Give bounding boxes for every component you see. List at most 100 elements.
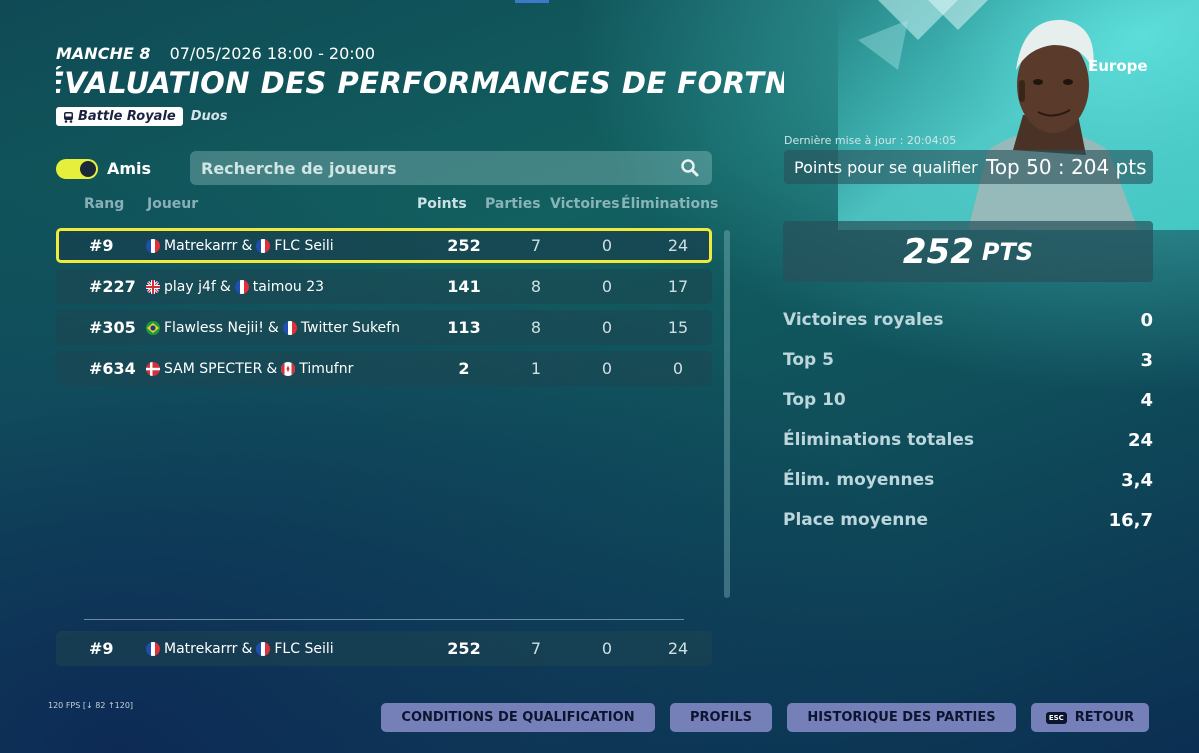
ampersand: & xyxy=(219,278,231,295)
row-games: 8 xyxy=(530,318,542,337)
qualification-conditions-button[interactable]: CONDITIONS DE QUALIFICATION xyxy=(381,703,655,732)
col-points: Points xyxy=(417,196,467,212)
row-elims: 0 xyxy=(672,359,684,378)
flag-icon xyxy=(256,238,271,253)
round-datetime: 07/05/2026 18:00 - 20:00 xyxy=(169,44,376,63)
col-player: Joueur xyxy=(147,196,199,212)
row-wins: 0 xyxy=(601,277,613,296)
stat-label: Victoires royales xyxy=(783,310,944,330)
region-label: Europe xyxy=(1088,57,1148,75)
row-rank: #634 xyxy=(89,359,136,378)
player-one-name: Matrekarrr xyxy=(164,237,238,254)
stat-label: Éliminations totales xyxy=(783,430,975,450)
row-points: 141 xyxy=(447,277,481,296)
leaderboard-scrollbar[interactable] xyxy=(724,230,730,598)
row-wins: 0 xyxy=(601,359,613,378)
search-placeholder: Recherche de joueurs xyxy=(201,159,397,178)
flag-icon xyxy=(146,238,160,253)
player-two-name: FLC Seili xyxy=(274,237,334,254)
row-wins: 0 xyxy=(601,318,613,337)
ampersand: & xyxy=(241,640,253,657)
mode-row: Battle Royale Duos xyxy=(56,107,227,126)
back-button[interactable]: ESC RETOUR xyxy=(1031,703,1149,732)
last-updated: Dernière mise à jour : 20:04:05 xyxy=(784,134,957,147)
match-history-label: HISTORIQUE DES PARTIES xyxy=(807,710,996,725)
col-games: Parties xyxy=(485,196,541,212)
points-box xyxy=(783,221,1153,282)
own-team-row[interactable]: #9 Matrekarrr & FLC Seili 252 7 0 24 xyxy=(56,631,712,666)
flag-icon xyxy=(282,320,297,335)
row-rank: #305 xyxy=(89,318,136,337)
battle-bus-icon xyxy=(64,111,73,123)
leaderboard-row[interactable]: #305 Flawless Nejii! & Twitter Sukefn 113 8 0 1… xyxy=(56,310,712,345)
row-wins: 0 xyxy=(601,236,613,255)
row-elims: 24 xyxy=(667,236,689,255)
row-games: 1 xyxy=(530,359,542,378)
round-info: MANCHE 8 07/05/2026 18:00 - 20:00 xyxy=(56,44,375,63)
row-players: Matrekarrr & FLC Seili xyxy=(146,631,334,666)
ampersand: & xyxy=(267,319,279,336)
player-two-name: FLC Seili xyxy=(274,640,334,657)
top-indicator xyxy=(515,0,549,3)
round-label: MANCHE 8 xyxy=(56,44,151,63)
col-wins: Victoires xyxy=(550,196,620,212)
row-elims: 24 xyxy=(667,639,689,658)
stat-label: Top 5 xyxy=(783,350,834,370)
search-icon[interactable] xyxy=(680,158,700,178)
stat-value: 4 xyxy=(1140,390,1153,411)
mode-badge: Battle Royale xyxy=(56,107,183,126)
stat-value: 16,7 xyxy=(1108,510,1153,531)
stat-value: 0 xyxy=(1140,310,1153,331)
back-label: RETOUR xyxy=(1074,710,1135,725)
row-players: Flawless Nejii! & Twitter Sukefn xyxy=(146,310,400,345)
points-number: 252 xyxy=(902,231,974,272)
fps-counter: 120 FPS [↓ 82 ↑120] xyxy=(48,701,134,710)
flag-icon xyxy=(281,361,296,376)
toggle-knob xyxy=(80,161,96,177)
player-one-name: play j4f xyxy=(164,278,216,295)
ampersand: & xyxy=(241,237,253,254)
row-elims: 15 xyxy=(667,318,689,337)
profiles-label: PROFILS xyxy=(690,710,752,725)
leaderboard-row[interactable]: #227 play j4f & taimou 23 141 8 0 17 xyxy=(56,269,712,304)
mode-label: Battle Royale xyxy=(78,109,176,124)
friends-toggle-label: Amis xyxy=(107,159,152,178)
col-elims: Éliminations xyxy=(621,196,719,212)
character-portrait xyxy=(838,0,1199,230)
player-two-name: Twitter Sukefn xyxy=(300,319,400,336)
flag-icon xyxy=(146,361,160,376)
player-two-name: Timufnr xyxy=(299,360,354,377)
leaderboard-row[interactable]: #634 SAM SPECTER & Timufnr 2 1 0 0 xyxy=(56,351,712,386)
player-one-name: Flawless Nejii! xyxy=(164,319,264,336)
player-two-name: taimou 23 xyxy=(252,278,325,295)
row-points: 113 xyxy=(447,318,481,337)
row-games: 7 xyxy=(530,236,542,255)
player-one-name: Matrekarrr xyxy=(164,640,238,657)
points-unit: PTS xyxy=(981,237,1034,266)
stat-label: Top 10 xyxy=(783,390,846,410)
stat-label: Élim. moyennes xyxy=(783,470,935,490)
flag-icon xyxy=(146,279,160,294)
qualify-box xyxy=(784,150,1153,184)
profiles-button[interactable]: PROFILS xyxy=(670,703,772,732)
row-games: 8 xyxy=(530,277,542,296)
row-rank: #227 xyxy=(89,277,136,296)
player-search-input[interactable] xyxy=(190,151,712,185)
row-games: 7 xyxy=(530,639,542,658)
flag-icon xyxy=(234,279,249,294)
leaderboard-row[interactable]: #9 Matrekarrr & FLC Seili 252 7 0 24 xyxy=(56,228,712,263)
friends-toggle[interactable] xyxy=(56,159,98,179)
qualify-label: Points pour se qualifier xyxy=(794,158,978,177)
qualification-conditions-label: CONDITIONS DE QUALIFICATION xyxy=(401,710,635,725)
ampersand: & xyxy=(266,360,278,377)
flag-icon xyxy=(146,641,160,656)
qualify-value: Top 50 : 204 pts xyxy=(986,155,1147,179)
player-one-name: SAM SPECTER xyxy=(164,360,263,377)
esc-key-icon: ESC xyxy=(1045,711,1067,724)
match-history-button[interactable]: HISTORIQUE DES PARTIES xyxy=(787,703,1016,732)
flag-icon xyxy=(256,641,271,656)
row-players: SAM SPECTER & Timufnr xyxy=(146,351,353,386)
row-rank: #9 xyxy=(89,639,114,658)
row-elims: 17 xyxy=(667,277,689,296)
stat-value: 3,4 xyxy=(1121,470,1153,491)
